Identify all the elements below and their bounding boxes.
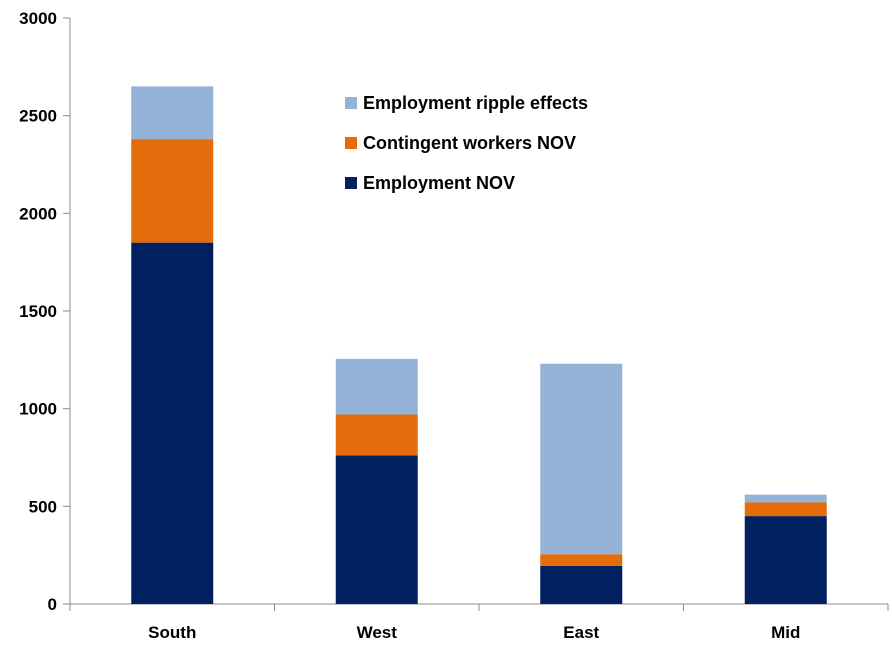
legend: Employment ripple effects Contingent work…: [345, 93, 588, 193]
bar-south-employment-ripple-effects: [131, 86, 214, 140]
y-tick-label: 500: [29, 497, 57, 516]
bars: [131, 86, 827, 604]
legend-label-contingent-workers-nov: Contingent workers NOV: [363, 133, 576, 153]
y-tick-label: 1500: [19, 302, 57, 321]
bar-east-contingent-workers-nov: [540, 554, 623, 566]
legend-label-employment-nov: Employment NOV: [363, 173, 515, 193]
bar-west-employment-nov: [335, 455, 418, 604]
y-tick-label: 2000: [19, 204, 57, 223]
bar-west-employment-ripple-effects: [335, 358, 418, 415]
bar-south-employment-nov: [131, 242, 214, 604]
y-tick-label: 1000: [19, 400, 57, 419]
legend-swatch-employment-nov: [345, 177, 357, 189]
bar-mid-contingent-workers-nov: [744, 502, 827, 517]
bar-east-employment-nov: [540, 565, 623, 604]
legend-swatch-employment-ripple-effects: [345, 97, 357, 109]
bar-east-employment-ripple-effects: [540, 363, 623, 555]
y-tick-label: 2500: [19, 107, 57, 126]
bar-mid-employment-nov: [744, 516, 827, 604]
bar-mid-employment-ripple-effects: [744, 494, 827, 503]
bar-south-contingent-workers-nov: [131, 139, 214, 243]
y-tick-label: 3000: [19, 9, 57, 28]
legend-label-employment-ripple-effects: Employment ripple effects: [363, 93, 588, 113]
x-axis: South West East Mid: [69, 603, 889, 642]
x-tick-label-west: West: [357, 623, 398, 642]
x-tick-label-mid: Mid: [771, 623, 800, 642]
x-tick-label-south: South: [148, 623, 196, 642]
y-axis: 0 500 1000 1500 2000 2500 3000: [19, 9, 71, 614]
y-tick-label: 0: [48, 595, 57, 614]
bar-west-contingent-workers-nov: [335, 414, 418, 456]
legend-swatch-contingent-workers-nov: [345, 137, 357, 149]
x-tick-label-east: East: [563, 623, 599, 642]
